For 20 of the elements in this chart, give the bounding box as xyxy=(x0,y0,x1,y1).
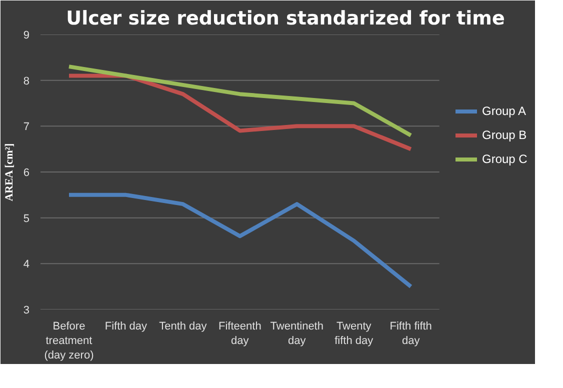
line-series xyxy=(66,64,413,138)
y-tick-label: 5 xyxy=(23,212,30,225)
y-tick-label: 7 xyxy=(23,121,30,134)
x-tick-label: Twentineth day xyxy=(270,320,324,347)
x-tick-label: Before treatment (day zero) xyxy=(44,320,94,362)
x-tick-label: Twenty fifth day xyxy=(334,320,374,347)
x-tick-label: Fifth day xyxy=(104,320,148,332)
y-tick-label: 8 xyxy=(23,75,30,88)
x-tick-label: Tenth day xyxy=(159,320,208,332)
legend-label: Group B xyxy=(482,128,527,142)
x-tick-label: Fifth fifth day xyxy=(390,320,432,347)
chart-title: Ulcer size reduction standarized for time xyxy=(66,8,505,30)
y-tick-label: 3 xyxy=(23,304,30,316)
x-tick-label: Fifteenth day xyxy=(218,320,262,347)
legend-label: Group A xyxy=(482,104,526,118)
y-axis-title: AREA [cm²] xyxy=(3,143,16,202)
legend-label: Group C xyxy=(482,152,528,166)
y-tick-label: 4 xyxy=(23,258,30,271)
y-tick-label: 9 xyxy=(23,30,30,42)
y-tick-label: 6 xyxy=(23,167,30,179)
